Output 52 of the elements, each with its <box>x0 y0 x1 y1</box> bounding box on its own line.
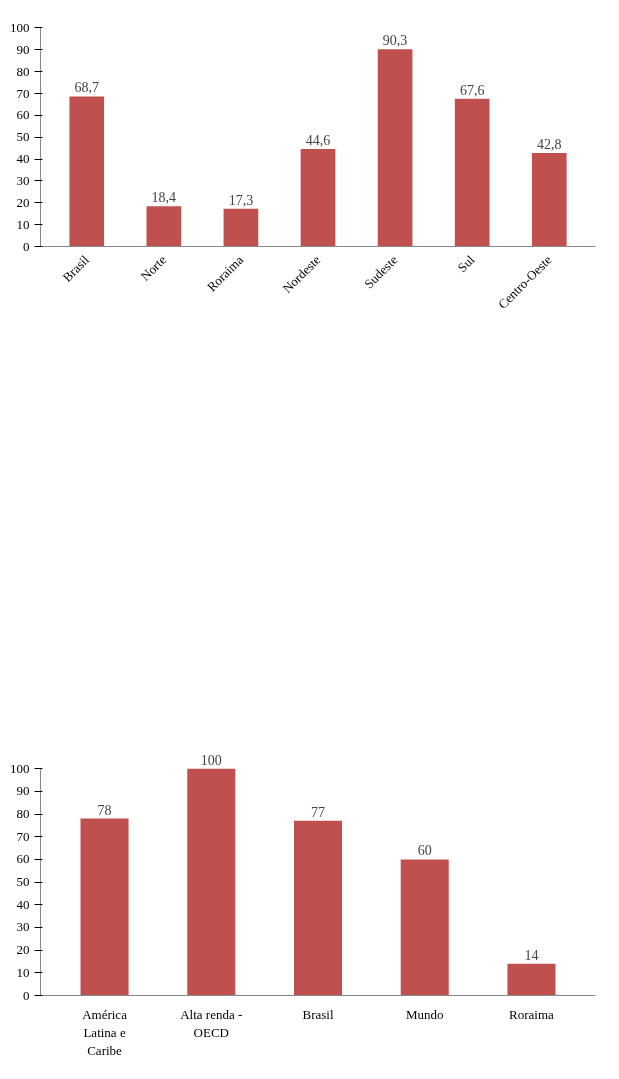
bar <box>69 96 105 247</box>
x-tick-label: Alta renda - OECD <box>180 1006 243 1040</box>
x-tick-label: Roraima <box>509 1006 555 1022</box>
bar <box>454 98 490 247</box>
y-tick-label: 30 <box>16 172 30 188</box>
bar <box>223 208 259 247</box>
data-label: 67,6 <box>459 82 485 98</box>
bar <box>531 152 567 247</box>
y-tick-label: 0 <box>23 987 30 1003</box>
y-tick-label: 90 <box>16 41 30 57</box>
y-tick-label: 20 <box>16 942 30 958</box>
bar <box>377 49 413 247</box>
bar <box>507 963 556 996</box>
y-tick-label: 10 <box>16 216 30 232</box>
x-tick-label: América Latina e Caribe <box>82 1006 128 1058</box>
y-tick-label: 30 <box>16 919 30 935</box>
y-tick-label: 50 <box>16 129 30 145</box>
data-label: 18,4 <box>151 190 177 206</box>
y-tick-label: 60 <box>16 107 30 123</box>
data-label: 100 <box>200 752 222 768</box>
data-label: 14 <box>524 947 539 963</box>
y-tick-label: 20 <box>16 194 30 210</box>
y-tick-label: 40 <box>16 896 30 912</box>
y-tick-label: 70 <box>16 828 30 844</box>
data-label: 78 <box>97 802 112 818</box>
bar <box>300 149 336 247</box>
y-tick-label: 70 <box>16 85 30 101</box>
data-label: 77 <box>311 804 325 820</box>
y-tick-label: 90 <box>16 783 30 799</box>
data-label: 17,3 <box>228 192 254 208</box>
y-tick-label: 80 <box>16 806 30 822</box>
x-tick-label: Sul <box>454 251 478 276</box>
bar <box>400 859 449 996</box>
data-label: 68,7 <box>74 80 99 96</box>
y-tick-label: 0 <box>23 238 30 254</box>
bar <box>293 820 343 996</box>
data-label: 60 <box>417 843 432 859</box>
y-tick-label: 10 <box>16 964 30 980</box>
y-tick-label: 100 <box>10 760 30 776</box>
data-label: 42,8 <box>537 136 562 152</box>
y-tick-label: 60 <box>16 851 30 867</box>
x-tick-label: Brasil <box>302 1006 334 1022</box>
data-label: 44,6 <box>305 133 331 149</box>
x-tick-label: Mundo <box>405 1006 444 1022</box>
y-tick-label: 40 <box>16 151 30 167</box>
y-tick-label: 50 <box>16 874 30 890</box>
data-label: 90,3 <box>382 33 408 49</box>
y-tick-label: 80 <box>16 63 30 79</box>
y-tick-label: 100 <box>10 19 30 35</box>
bar <box>146 206 182 247</box>
bar <box>80 818 129 996</box>
bar <box>187 768 236 996</box>
